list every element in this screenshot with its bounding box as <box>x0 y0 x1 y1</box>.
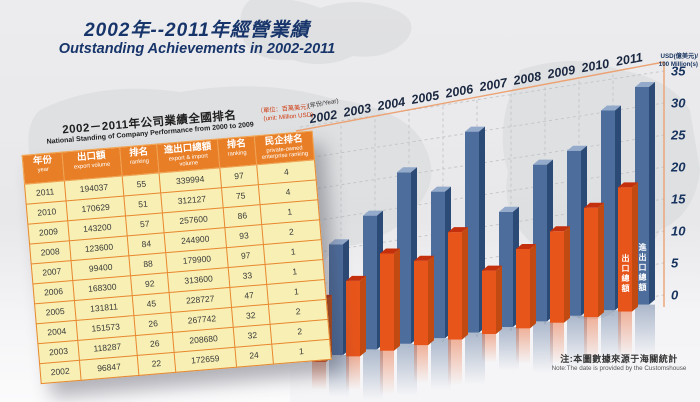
bar-reflection <box>482 334 496 363</box>
bar-reflection <box>584 317 598 364</box>
column-header-en: ranking <box>227 150 247 158</box>
table-cell: 22 <box>137 352 176 376</box>
slide-title: 2002年--2011年經營業績 Outstanding Achievement… <box>42 20 352 58</box>
bar-reflection <box>380 350 394 395</box>
year-label: 2007 <box>477 75 509 94</box>
x-axis-line <box>295 61 665 132</box>
column-header: 排名 ranking <box>119 144 159 176</box>
bar-reflection <box>312 362 326 390</box>
y-tick-label: 30 <box>671 96 686 111</box>
source-note-en: Note:The date is provided by the Customs… <box>551 365 687 372</box>
y-tick-labels: 0 5 10 15 20 25 30 35 <box>670 64 686 303</box>
bar-export-import <box>635 82 655 357</box>
bar-export <box>516 244 536 365</box>
bar-export <box>380 248 400 395</box>
year-label: 2008 <box>511 69 542 88</box>
bar-reflection <box>499 327 519 371</box>
column-header: 年份 year <box>22 152 65 184</box>
bar-reflection <box>567 315 587 368</box>
bar-reflection <box>618 311 632 358</box>
source-note: 注:本圖數據來源于海關統計 Note:The date is provided … <box>540 352 698 372</box>
bar-export <box>448 227 468 386</box>
table-cell: 24 <box>234 343 274 367</box>
column-header: 排名 ranking <box>217 135 257 168</box>
year-label: 2002 <box>307 108 338 127</box>
bar-export-import <box>397 167 417 396</box>
svg-text:100 Million(s): 100 Million(s) <box>659 61 698 68</box>
bar-reflection <box>635 304 655 357</box>
year-label: 2004 <box>375 95 406 114</box>
y-tick-label: 5 <box>671 256 679 271</box>
bar-export-import <box>533 159 553 374</box>
bar-label-export: 出口總額 <box>621 254 630 294</box>
bar-label-export-import: 進出口總額 <box>638 243 647 293</box>
bar-reflection <box>465 332 485 385</box>
y-tick-label: 35 <box>671 64 686 79</box>
bar-reflection <box>516 328 530 365</box>
bars <box>312 82 655 401</box>
year-label: 2009 <box>545 63 576 82</box>
y-tick-label: 10 <box>671 224 686 239</box>
bar-reflection <box>363 349 383 401</box>
bar-export-import <box>499 206 519 371</box>
y-axis-unit-label: USD(億美元)/100 Million(s) <box>659 52 698 68</box>
table-body: 2011 194037 55 339994 97 4 2010 170629 51 312127 7… <box>24 159 332 384</box>
bar-reflection <box>329 355 349 398</box>
performance-table: 年份 year 出口額 export volume 排名 ranking 進出口總額 expo… <box>21 130 332 384</box>
bar-reflection <box>431 338 451 391</box>
y-tick-label: 25 <box>670 128 686 143</box>
svg-text:USD(億美元)/: USD(億美元)/ <box>661 52 699 60</box>
column-header-en: ranking <box>129 158 150 166</box>
bar-export <box>346 275 366 391</box>
bar-export-import <box>363 210 383 401</box>
table-unit-note: （單位：百萬美元） (unit: Million USD) <box>257 103 314 123</box>
axes <box>295 61 665 307</box>
bar-reflection <box>346 356 360 391</box>
slide-title-zh: 2002年--2011年經營業績 <box>84 20 310 41</box>
y-tick-label: 20 <box>670 160 686 175</box>
bar-reflection <box>397 343 417 396</box>
bar-export-import <box>567 145 587 368</box>
year-labels: 2002 2003 2004 2005 2006 2007 2008 2009 2010 2011 <box>307 50 643 126</box>
table-cell: 96847 <box>79 355 139 380</box>
bar-export <box>482 265 502 363</box>
bar-export <box>584 202 604 364</box>
year-label: 2006 <box>443 82 475 101</box>
table-cell: 2002 <box>39 360 81 384</box>
source-note-zh: 注:本圖數據來源于海關統計 <box>560 354 678 364</box>
table-cell: 1 <box>271 338 332 364</box>
bar-reflection <box>601 310 621 363</box>
bar-reflection <box>533 321 553 374</box>
bar-reflection <box>448 339 462 386</box>
performance-table-panel: 2002－2011年公司業績全國排名 National Standing of … <box>19 101 332 384</box>
bar-export <box>618 182 638 358</box>
year-label: 2010 <box>579 57 610 76</box>
y-tick-label: 0 <box>671 288 679 303</box>
bar-reflection <box>414 345 428 384</box>
y-tick-label: 15 <box>671 192 686 207</box>
year-label: 2005 <box>409 88 441 107</box>
bar-reflection <box>550 322 564 364</box>
bar-export <box>414 255 434 384</box>
year-label: 2011 <box>614 50 644 69</box>
slide-title-en: Outstanding Achievements in 2002-2011 <box>58 40 336 57</box>
bar-export <box>550 226 570 364</box>
year-label: 2003 <box>341 101 372 120</box>
